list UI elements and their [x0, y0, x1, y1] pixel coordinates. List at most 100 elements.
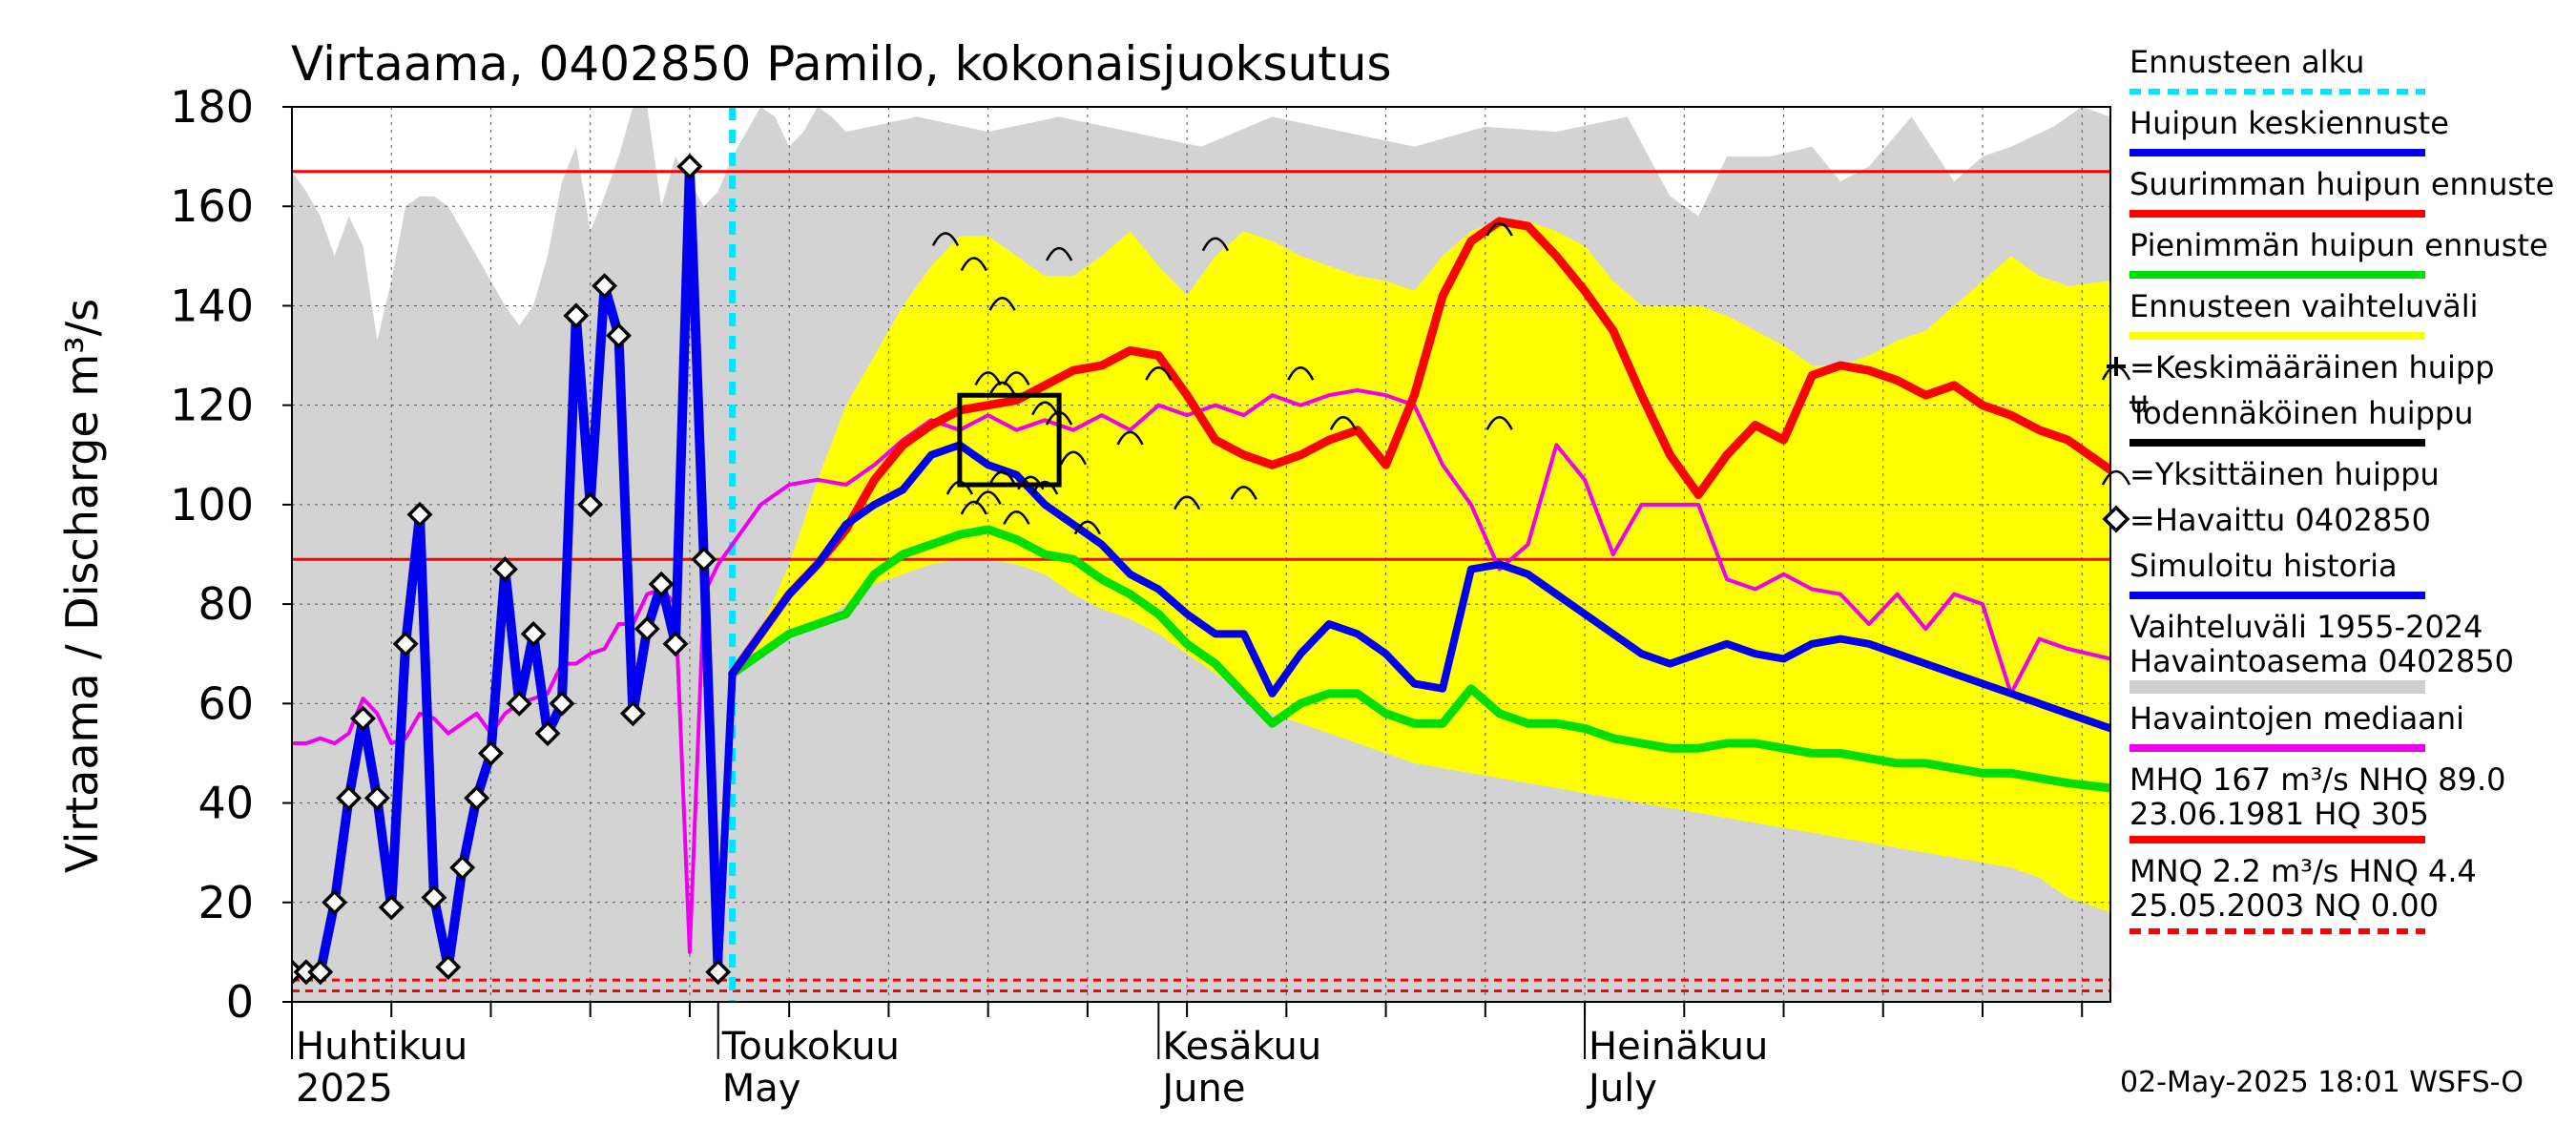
legend-symbol-arc	[2101, 364, 2131, 381]
legend-label: =Keskimääräinen huipp	[2129, 349, 2495, 385]
observed-point-marker	[406, 501, 433, 528]
plot-frame	[291, 106, 2111, 1003]
single-peak-mark	[960, 500, 987, 515]
single-peak-mark	[988, 381, 1016, 396]
observed-point-marker	[606, 323, 632, 349]
legend-symbol-diamond	[2102, 505, 2130, 533]
single-peak-mark	[1031, 480, 1059, 495]
observed-point-marker	[563, 302, 590, 329]
legend-label: MNQ 2.2 m³/s HNQ 4.4	[2129, 853, 2477, 889]
plot-area	[291, 106, 2111, 1003]
single-peak-mark	[931, 232, 960, 247]
single-peak-mark	[1485, 221, 1513, 237]
month-label-en: May	[722, 1067, 801, 1111]
legend-label: Vaihteluväli 1955-2024	[2129, 609, 2483, 645]
y-tick-label: 100	[170, 479, 254, 531]
observed-point-marker	[549, 690, 575, 717]
observed-point-marker	[691, 546, 717, 572]
observed-point-marker	[491, 556, 518, 583]
single-peak-mark	[1201, 237, 1230, 252]
single-peak-mark	[1045, 246, 1073, 261]
plot-layers	[292, 107, 2110, 1002]
month-label-fi: Toukokuu	[721, 1025, 900, 1069]
observed-point-marker	[619, 700, 646, 727]
legend-label: =Havaittu 0402850	[2129, 502, 2431, 538]
y-tick-label: 160	[170, 180, 254, 232]
y-tick-label: 140	[170, 280, 254, 331]
legend-label: Suurimman huipun ennuste	[2129, 166, 2554, 202]
legend-label: Ennusteen alku	[2129, 44, 2364, 80]
y-axis-ticks: 0 20 40 60 80 100 120 140 160 180	[170, 81, 292, 1028]
month-label-fi: Heinäkuu	[1589, 1025, 1768, 1069]
month-label-en: June	[1159, 1067, 1245, 1111]
forecast-range-area	[732, 220, 2110, 913]
observed-point-marker	[322, 889, 348, 916]
legend-label-line2: 25.05.2003 NQ 0.00	[2129, 887, 2439, 924]
observed-point-marker	[662, 631, 689, 657]
legend: Ennusteen alku Huipun keskiennuste Suurimm…	[2101, 44, 2554, 934]
single-peak-mark	[1329, 416, 1358, 430]
y-tick-label: 120	[170, 380, 254, 431]
y-tick-label: 20	[197, 877, 254, 928]
observed-point-marker	[705, 959, 732, 986]
single-peak-mark	[974, 490, 1002, 506]
chart-title: Virtaama, 0402850 Pamilo, kokonaisjuoksu…	[291, 36, 1392, 92]
observed-point-marker	[676, 154, 703, 180]
observed-point-marker	[592, 273, 618, 300]
legend-label: Pienimmän huipun ennuste	[2129, 227, 2548, 263]
single-peak-mark	[960, 257, 987, 272]
legend-label: Ennusteen vaihteluväli	[2129, 288, 2479, 324]
y-tick-label: 60	[197, 677, 254, 729]
single-peak-mark	[988, 470, 1016, 486]
legend-label-line2: Havaintoasema 0402850	[2129, 643, 2514, 679]
observed-point-marker	[534, 720, 561, 747]
y-tick-label: 80	[197, 578, 254, 630]
legend-label: MHQ 167 m³/s NHQ 89.0	[2129, 761, 2506, 798]
y-axis-label: Virtaama / Discharge m³/s	[56, 299, 108, 873]
observed-point-marker	[392, 631, 419, 657]
single-peak-mark	[1031, 401, 1059, 416]
y-tick-label: 40	[197, 778, 254, 829]
observed-point-marker	[421, 885, 447, 911]
observed-point-marker	[634, 615, 660, 642]
series-line-havaintojen-mediaani	[292, 388, 2110, 954]
single-peak-mark	[1059, 450, 1088, 466]
legend-label: Huipun keskiennuste	[2129, 105, 2449, 141]
month-label-en: 2025	[296, 1067, 393, 1111]
observed-point-marker	[520, 620, 547, 647]
observed-point-marker	[364, 784, 390, 811]
single-peak-mark	[974, 371, 1002, 385]
single-peak-mark	[1173, 495, 1201, 510]
observed-point-marker	[435, 954, 462, 980]
single-peak-mark	[988, 297, 1016, 311]
month-label-fi: Huhtikuu	[296, 1025, 467, 1069]
observed-point-marker	[349, 705, 376, 732]
observed-point-marker	[449, 854, 476, 881]
observed-point-marker	[577, 491, 604, 518]
legend-label: Todennäköinen huippu	[2129, 395, 2474, 431]
observed-point-marker	[648, 571, 675, 597]
legend-label-line2: 23.06.1981 HQ 305	[2129, 796, 2429, 832]
legend-label: =Yksittäinen huippu	[2129, 456, 2440, 492]
month-label-en: July	[1586, 1067, 1657, 1111]
y-tick-label: 0	[226, 976, 254, 1028]
single-peak-mark	[1287, 365, 1315, 381]
single-peak-mark	[1073, 520, 1101, 535]
legend-label-line2: u	[2129, 384, 2149, 420]
legend-label: Havaintojen mediaani	[2129, 700, 2464, 737]
single-peak-mark	[1003, 371, 1030, 385]
timestamp-footer: 02-May-2025 18:01 WSFS-O	[2120, 1066, 2524, 1099]
series-line-huipun-keskiennuste	[714, 441, 2110, 976]
legend-symbol-arc	[2101, 469, 2131, 486]
observed-point-marker	[506, 690, 532, 717]
y-tick-label: 180	[170, 81, 254, 133]
single-peak-mark	[1485, 416, 1513, 430]
month-label-fi: Kesäkuu	[1162, 1025, 1321, 1069]
single-peak-mark	[1145, 365, 1173, 381]
observed-point-marker	[477, 739, 504, 766]
single-peak-mark	[1003, 510, 1030, 525]
legend-label: Simuloitu historia	[2129, 548, 2398, 584]
series-line-pienimm-n-huipun-ennuste	[728, 525, 2110, 793]
